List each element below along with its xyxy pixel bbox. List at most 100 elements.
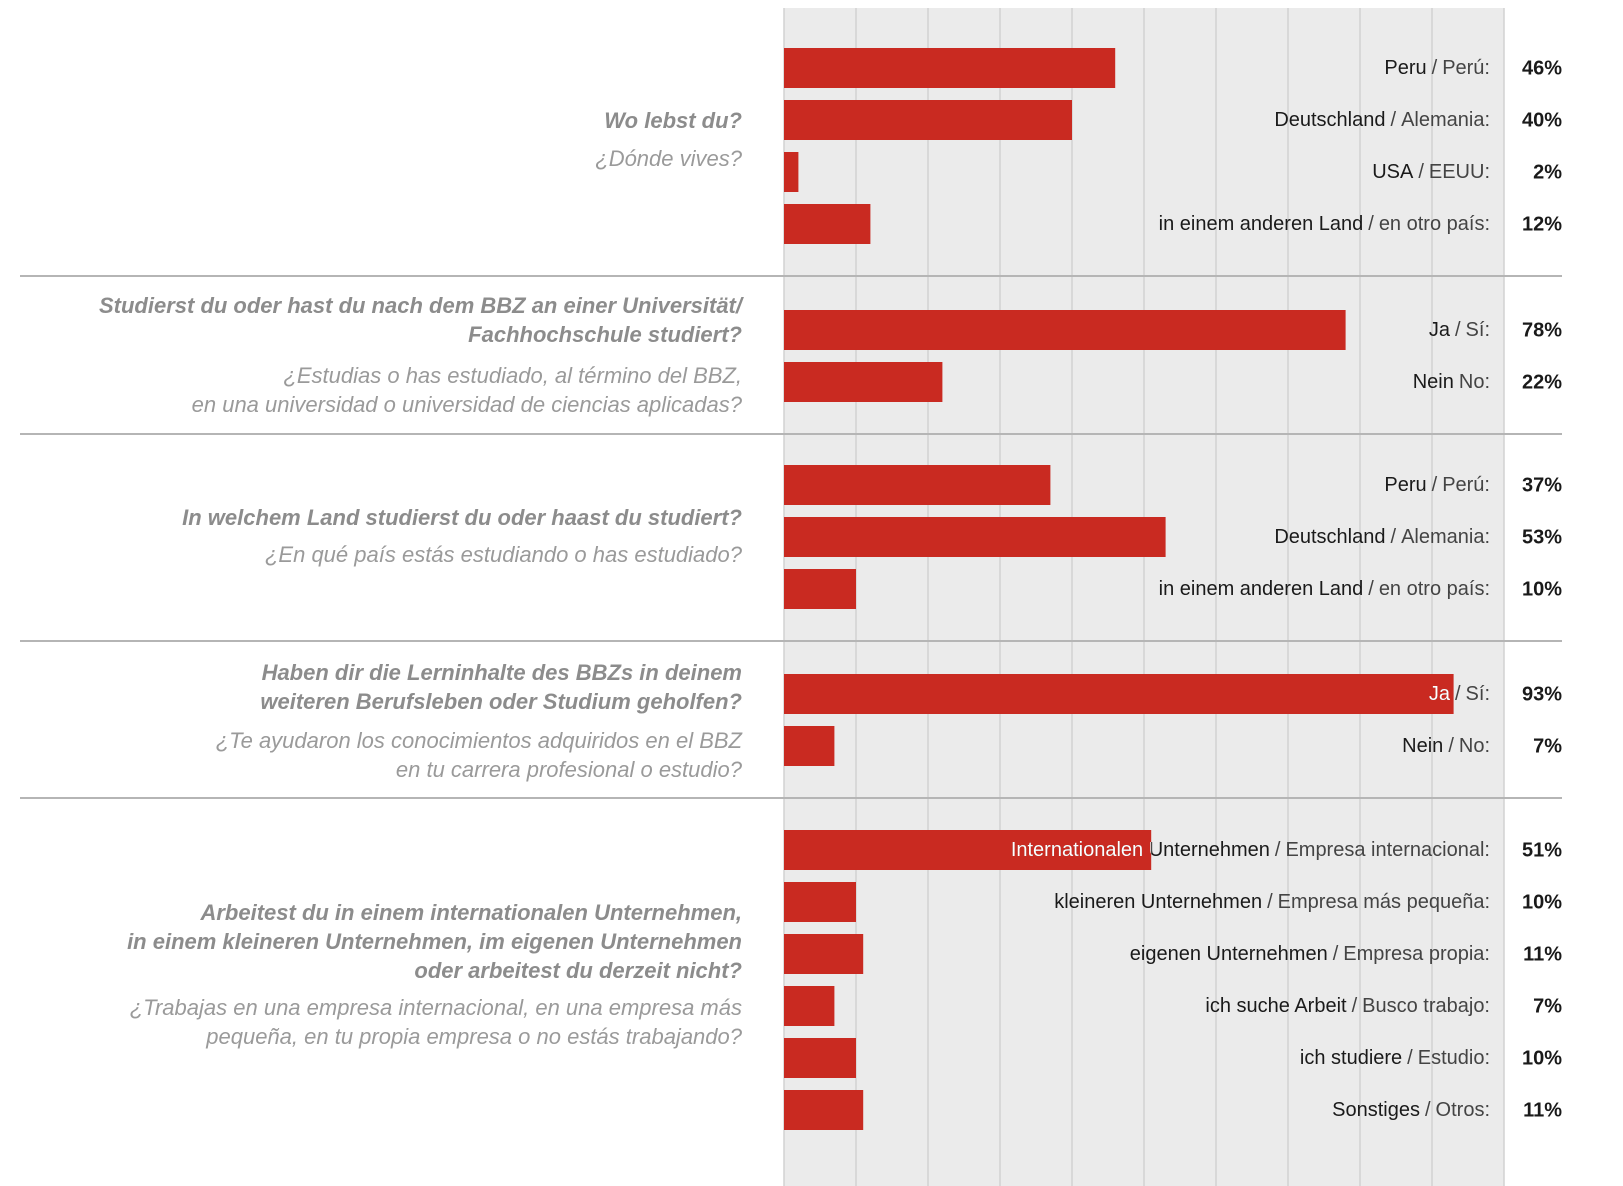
value-label: 10% (1522, 578, 1562, 600)
label-part: / (1432, 57, 1438, 79)
value-label: 93% (1522, 683, 1562, 705)
bar (784, 726, 835, 766)
question-es: ¿Dónde vives? (595, 146, 743, 171)
value-label: 40% (1522, 109, 1562, 131)
label-part: / (1418, 161, 1424, 183)
category-label: Nein/No: (1402, 735, 1490, 757)
question-es: ¿Estudias o has estudiado, al término de… (283, 363, 742, 388)
bar (784, 310, 1346, 350)
label-part: / (1455, 319, 1461, 341)
label-part: / (1368, 578, 1374, 600)
label-part: en otro país: (1379, 578, 1490, 600)
category-label: Deutschland /Alemania: (1274, 109, 1490, 131)
label-part: Nein (1402, 735, 1443, 757)
label-part: Alemania: (1401, 526, 1490, 548)
value-label: 51% (1522, 839, 1562, 861)
question-de: Arbeitest du in einem internationalen Un… (199, 900, 742, 925)
label-part: Peru (1384, 57, 1426, 79)
value-label: 10% (1522, 1047, 1562, 1069)
label-part: Internationalen Unternehmen (1011, 839, 1270, 861)
label-part: / (1425, 1099, 1431, 1121)
label-part: Empresa internacional: (1285, 839, 1490, 861)
label-part: Perú: (1442, 474, 1490, 496)
label-part: Sí: (1466, 683, 1490, 705)
bar (784, 362, 943, 402)
label-part: in einem anderen Land (1159, 213, 1364, 235)
label-part: / (1432, 474, 1438, 496)
bar (784, 1090, 864, 1130)
label-part: Ja (1429, 319, 1451, 341)
label-part: / (1407, 1047, 1413, 1069)
label-part: Estudio: (1418, 1047, 1490, 1069)
value-label: 11% (1523, 1099, 1562, 1121)
value-label: 2% (1533, 161, 1562, 183)
question-de: in einem kleineren Unternehmen, im eigen… (127, 929, 742, 954)
label-part: Ja (1429, 683, 1451, 705)
label-part: en otro país: (1379, 213, 1490, 235)
question-de: weiteren Berufsleben oder Studium geholf… (260, 689, 742, 714)
label-part: Empresa propia: (1343, 943, 1490, 965)
value-label: 7% (1533, 735, 1562, 757)
value-label: 22% (1522, 371, 1562, 393)
label-part: No: (1459, 735, 1490, 757)
label-part: / (1333, 943, 1339, 965)
bar (784, 934, 864, 974)
bar (784, 674, 1454, 714)
label-part: Internationalen Unternehmen (1011, 839, 1270, 861)
label-part: Perú: (1442, 57, 1490, 79)
label-part: Sí: (1466, 319, 1490, 341)
value-label: 10% (1522, 891, 1562, 913)
label-part: Empresa más pequeña: (1278, 891, 1490, 913)
category-label: Internationalen Unternehmen/Empresa inte… (1011, 839, 1490, 861)
label-part: / (1455, 683, 1461, 705)
question-de: Haben dir die Lerninhalte des BBZs in de… (262, 660, 742, 685)
category-label: Ja/Sí: (1429, 319, 1490, 341)
label-part: Deutschland (1274, 109, 1385, 131)
question-es: en una universidad o universidad de cien… (192, 392, 743, 417)
bar (784, 882, 856, 922)
label-part: eigenen Unternehmen (1130, 943, 1328, 965)
bar (784, 152, 799, 192)
label-part: / (1448, 735, 1454, 757)
label-part: Peru (1384, 474, 1426, 496)
label-part: Busco trabajo: (1362, 995, 1490, 1017)
value-label: 46% (1522, 57, 1562, 79)
label-part: / (1352, 995, 1358, 1017)
bar (784, 48, 1116, 88)
category-label: Ja/Sí: (1429, 683, 1490, 705)
question-es: ¿Te ayudaron los conocimientos adquirido… (216, 728, 744, 753)
bar (784, 830, 1152, 870)
bar (784, 1038, 856, 1078)
label-part: / (1368, 213, 1374, 235)
question-de: oder arbeitest du derzeit nicht? (414, 958, 742, 983)
bar (784, 569, 856, 609)
label-part: ich suche Arbeit (1205, 995, 1347, 1017)
question-de: Studierst du oder hast du nach dem BBZ a… (99, 293, 745, 318)
bar (784, 465, 1051, 505)
category-label: in einem anderen Land/en otro país: (1159, 578, 1490, 600)
label-part: Deutschland (1274, 526, 1385, 548)
label-part: kleineren Unternehmen (1054, 891, 1262, 913)
label-part: Ja (1429, 683, 1451, 705)
question-es: ¿En qué país estás estudiando o has estu… (265, 542, 743, 567)
category-label: Peru /Perú: (1384, 474, 1490, 496)
label-part: Otros: (1436, 1099, 1490, 1121)
label-part: / (1391, 526, 1397, 548)
label-part: Alemania: (1401, 109, 1490, 131)
category-label: Deutschland /Alemania: (1274, 526, 1490, 548)
question-es: en tu carrera profesional o estudio? (396, 757, 743, 782)
category-label: Sonstiges/Otros: (1332, 1099, 1490, 1121)
value-label: 78% (1522, 319, 1562, 341)
value-label: 12% (1522, 213, 1562, 235)
value-label: 37% (1522, 474, 1562, 496)
question-de: Fachhochschule studiert? (468, 322, 742, 347)
category-label: in einem anderen Land/en otro país: (1159, 213, 1490, 235)
category-label: Internationalen Unternehmen/Empresa inte… (1011, 839, 1490, 861)
bar (784, 100, 1072, 140)
value-label: 53% (1522, 526, 1562, 548)
label-part: / (1391, 109, 1397, 131)
category-label: ich studiere/Estudio: (1300, 1047, 1490, 1069)
label-part: USA (1372, 161, 1414, 183)
